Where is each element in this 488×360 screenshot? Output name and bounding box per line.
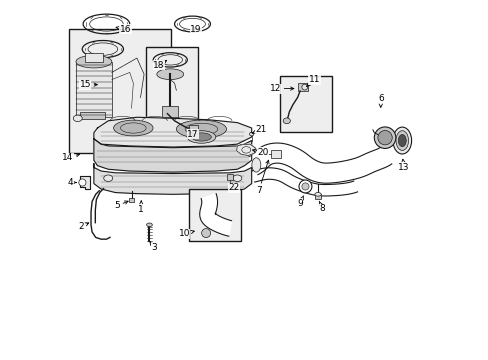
Polygon shape (199, 194, 231, 236)
Bar (85, 53, 102, 62)
Circle shape (377, 131, 391, 145)
Text: 2: 2 (78, 222, 88, 231)
Text: 7: 7 (255, 160, 268, 195)
Ellipse shape (201, 229, 210, 238)
Text: 14: 14 (61, 153, 80, 162)
Ellipse shape (283, 118, 290, 124)
Bar (80, 112, 104, 119)
Text: 1: 1 (138, 201, 144, 214)
Bar (226, 174, 233, 180)
Text: 3: 3 (150, 242, 157, 252)
Text: 15: 15 (80, 80, 97, 89)
Bar (76, 62, 112, 117)
Circle shape (373, 127, 395, 148)
Text: 9: 9 (297, 196, 303, 208)
Ellipse shape (314, 193, 321, 196)
Bar (270, 150, 280, 158)
Text: 10: 10 (178, 229, 194, 238)
Text: 17: 17 (187, 130, 198, 139)
Polygon shape (248, 143, 391, 183)
Text: 11: 11 (306, 75, 320, 86)
Polygon shape (94, 139, 251, 172)
Text: 18: 18 (153, 60, 166, 70)
Text: 21: 21 (252, 125, 266, 134)
Text: 8: 8 (319, 201, 325, 213)
Ellipse shape (157, 69, 183, 80)
Ellipse shape (392, 127, 411, 154)
Ellipse shape (176, 120, 226, 138)
Ellipse shape (76, 55, 112, 68)
Bar (297, 83, 308, 91)
Text: 19: 19 (189, 25, 201, 34)
Ellipse shape (398, 134, 406, 147)
Polygon shape (236, 144, 255, 156)
Bar (188, 189, 241, 241)
Text: 4: 4 (67, 178, 76, 187)
Text: 12: 12 (269, 84, 293, 93)
Bar (314, 194, 320, 199)
Text: 16: 16 (116, 25, 131, 34)
Circle shape (298, 180, 311, 193)
Text: 13: 13 (398, 159, 409, 172)
Text: 22: 22 (227, 183, 239, 192)
Polygon shape (94, 164, 251, 194)
Polygon shape (252, 168, 357, 196)
Text: 6: 6 (377, 94, 383, 107)
Ellipse shape (113, 120, 153, 136)
Bar (280, 76, 332, 132)
Ellipse shape (187, 131, 215, 143)
Circle shape (79, 179, 86, 186)
Ellipse shape (301, 84, 307, 90)
Ellipse shape (249, 132, 253, 136)
Bar (162, 107, 178, 117)
Text: 5: 5 (114, 201, 128, 210)
Bar (69, 30, 171, 153)
Circle shape (301, 183, 308, 190)
Polygon shape (94, 117, 251, 147)
Ellipse shape (251, 158, 260, 172)
Bar (129, 198, 134, 202)
Ellipse shape (191, 133, 211, 141)
Ellipse shape (146, 223, 152, 226)
Polygon shape (80, 176, 90, 189)
Ellipse shape (103, 175, 112, 181)
Bar (188, 125, 198, 131)
Ellipse shape (232, 175, 241, 181)
Bar (145, 47, 198, 144)
Ellipse shape (73, 115, 82, 122)
Ellipse shape (395, 131, 408, 150)
Text: 20: 20 (252, 148, 268, 157)
